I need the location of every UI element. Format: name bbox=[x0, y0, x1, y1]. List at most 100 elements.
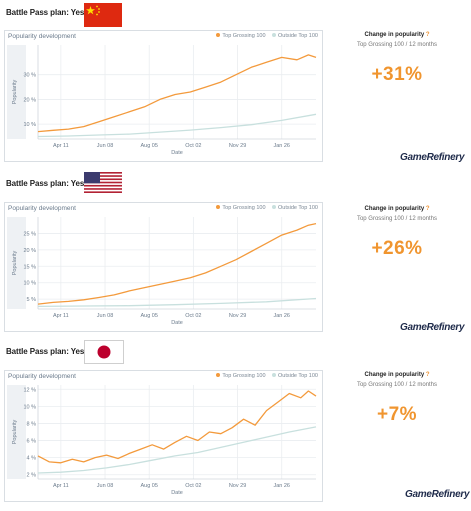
legend-item: Outside Top 100 bbox=[272, 205, 318, 211]
legend-item: Outside Top 100 bbox=[272, 33, 318, 39]
x-tick-label: Aug 05 bbox=[140, 483, 157, 489]
change-value: +7% bbox=[376, 404, 418, 425]
x-tick-label: Oct 02 bbox=[185, 143, 201, 149]
y-axis-label: Popularity bbox=[12, 251, 18, 276]
legend-label: Outside Top 100 bbox=[278, 205, 318, 211]
legend-label: Top Grossing 100 bbox=[222, 33, 266, 39]
x-tick-label: Jan 26 bbox=[273, 143, 290, 149]
y-tick-label: 5 % bbox=[27, 297, 37, 303]
x-tick-label: Jun 08 bbox=[97, 483, 114, 489]
japan-flag-icon bbox=[84, 340, 124, 364]
gamerefinery-logo: GameRefinery bbox=[400, 152, 465, 163]
change-value: +26% bbox=[371, 238, 423, 259]
x-tick-label: Jun 08 bbox=[97, 313, 114, 319]
line-chart: 5 % 10 % 15 % 20 % 25 % Apr 11 Jun 08 Aug 05 Oct… bbox=[7, 217, 317, 326]
y-tick-label: 15 % bbox=[23, 264, 36, 270]
legend: Top Grossing 100 Outside Top 100 bbox=[211, 373, 318, 379]
x-tick-label: Jan 26 bbox=[273, 313, 290, 319]
legend-swatch bbox=[216, 33, 221, 37]
legend-item: Top Grossing 100 bbox=[216, 205, 266, 211]
y-tick-label: 6 % bbox=[27, 439, 37, 445]
change-summary: Change in popularity ? Top Grossing 100 … bbox=[337, 372, 457, 426]
usa-flag-icon bbox=[84, 172, 122, 193]
legend-swatch bbox=[216, 373, 221, 377]
chart-area: Popularity development Top Grossing 100 … bbox=[4, 370, 323, 502]
panel-title: Popularity development bbox=[8, 373, 76, 380]
x-tick-label: Jan 26 bbox=[273, 483, 290, 489]
legend-label: Outside Top 100 bbox=[278, 373, 318, 379]
y-axis-band bbox=[7, 45, 26, 139]
change-summary: Change in popularity ? Top Grossing 100 … bbox=[337, 206, 457, 260]
x-tick-label: Aug 05 bbox=[140, 313, 157, 319]
x-tick-label: Apr 11 bbox=[53, 143, 69, 149]
change-summary: Change in popularity ? Top Grossing 100 … bbox=[337, 32, 457, 86]
battle-pass-plan-label: Battle Pass plan: Yes bbox=[6, 179, 85, 188]
change-title: Change in popularity ? bbox=[337, 206, 457, 212]
help-icon: ? bbox=[425, 206, 430, 212]
chart-area: Popularity development Top Grossing 100 … bbox=[4, 202, 323, 332]
x-tick-label: Jun 08 bbox=[97, 143, 114, 149]
chart-panel-japan: Battle Pass plan: Yes Popularity develop… bbox=[0, 338, 471, 508]
battle-pass-plan-label: Battle Pass plan: Yes bbox=[6, 347, 85, 356]
china-flag-icon bbox=[84, 3, 122, 27]
legend: Top Grossing 100 Outside Top 100 bbox=[211, 205, 318, 211]
x-axis-label: Date bbox=[171, 490, 183, 496]
x-tick-label: Oct 02 bbox=[185, 313, 201, 319]
change-subtitle: Top Grossing 100 / 12 months bbox=[356, 216, 438, 222]
panel-title: Popularity development bbox=[8, 33, 76, 40]
series-line-outside-top-100 bbox=[37, 297, 317, 308]
legend-item: Top Grossing 100 bbox=[216, 33, 266, 39]
y-tick-label: 20 % bbox=[23, 248, 36, 254]
y-tick-label: 4 % bbox=[27, 456, 37, 462]
y-axis-label: Popularity bbox=[12, 80, 18, 105]
y-axis-label: Popularity bbox=[12, 420, 18, 445]
x-tick-label: Oct 02 bbox=[185, 483, 201, 489]
change-subtitle: Top Grossing 100 / 12 months bbox=[356, 382, 438, 388]
legend-swatch bbox=[272, 373, 277, 377]
change-title-text: Change in popularity bbox=[364, 32, 425, 38]
legend-label: Top Grossing 100 bbox=[222, 373, 266, 379]
line-chart: 10 % 20 % 30 % Apr 11 Jun 08 Aug 05 Oct 02 Nov … bbox=[7, 45, 317, 156]
y-tick-label: 20 % bbox=[23, 97, 36, 103]
change-title: Change in popularity ? bbox=[337, 372, 457, 378]
change-title-text: Change in popularity bbox=[364, 372, 425, 378]
legend-label: Outside Top 100 bbox=[278, 33, 318, 39]
line-chart: 2 % 4 % 6 % 8 % 10 % 12 % Apr 11 Jun 08 Aug 05 Oc… bbox=[7, 385, 317, 496]
y-tick-label: 30 % bbox=[23, 73, 36, 79]
legend-label: Top Grossing 100 bbox=[222, 205, 266, 211]
x-tick-label: Aug 05 bbox=[140, 143, 157, 149]
change-title: Change in popularity ? bbox=[337, 32, 457, 38]
change-subtitle: Top Grossing 100 / 12 months bbox=[356, 42, 438, 48]
y-axis-band bbox=[7, 217, 26, 309]
y-tick-label: 10 % bbox=[23, 404, 36, 410]
chart-area: Popularity development Top Grossing 100 … bbox=[4, 30, 323, 162]
y-tick-label: 2 % bbox=[27, 473, 37, 479]
x-tick-label: Apr 11 bbox=[53, 313, 69, 319]
y-tick-label: 8 % bbox=[27, 421, 37, 427]
gamerefinery-logo: GameRefinery bbox=[400, 322, 465, 333]
help-icon: ? bbox=[425, 32, 430, 38]
x-tick-label: Apr 11 bbox=[53, 483, 69, 489]
y-axis-band bbox=[7, 385, 26, 479]
panel-title: Popularity development bbox=[8, 205, 76, 212]
y-tick-label: 10 % bbox=[23, 281, 36, 287]
x-tick-label: Nov 29 bbox=[229, 313, 246, 319]
change-title-text: Change in popularity bbox=[364, 206, 425, 212]
series-line-outside-top-100 bbox=[37, 113, 317, 138]
series-line-top-grossing-100 bbox=[37, 54, 317, 133]
y-tick-label: 12 % bbox=[23, 387, 36, 393]
chart-panel-china: Battle Pass plan: Yes Popularity develop… bbox=[0, 0, 471, 170]
help-icon: ? bbox=[425, 372, 430, 378]
x-axis-label: Date bbox=[171, 150, 183, 156]
series-line-top-grossing-100 bbox=[37, 222, 317, 305]
legend-swatch bbox=[272, 205, 277, 209]
x-axis-label: Date bbox=[171, 320, 183, 326]
battle-pass-plan-label: Battle Pass plan: Yes bbox=[6, 8, 85, 17]
x-tick-label: Nov 29 bbox=[229, 483, 246, 489]
legend-swatch bbox=[216, 205, 221, 209]
legend: Top Grossing 100 Outside Top 100 bbox=[211, 33, 318, 39]
y-tick-label: 10 % bbox=[23, 122, 36, 128]
series-line-outside-top-100 bbox=[37, 426, 317, 474]
legend-item: Top Grossing 100 bbox=[216, 373, 266, 379]
y-tick-label: 25 % bbox=[23, 231, 36, 237]
